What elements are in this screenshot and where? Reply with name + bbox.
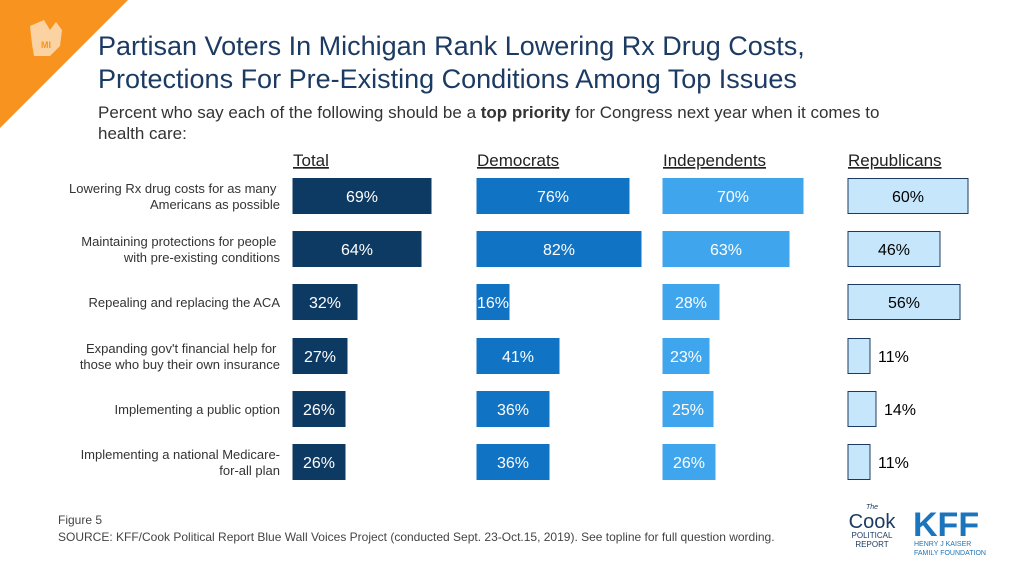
bar xyxy=(292,391,346,427)
bar xyxy=(847,444,871,480)
bar xyxy=(292,444,346,480)
bar xyxy=(292,231,422,267)
logo-text: POLITICAL xyxy=(852,531,893,540)
bar xyxy=(476,338,560,374)
bar xyxy=(476,444,550,480)
logo-text: HENRY J KAISER xyxy=(914,541,971,548)
bar xyxy=(662,231,790,267)
bar xyxy=(847,178,969,214)
category-label: Lowering Rx drug costs for as many Ameri… xyxy=(69,181,280,212)
bar xyxy=(847,231,941,267)
logo-text: The xyxy=(866,504,878,511)
bar xyxy=(292,178,432,214)
logo-text: FAMILY FOUNDATION xyxy=(914,550,986,557)
bar xyxy=(662,391,714,427)
bar xyxy=(662,178,804,214)
bar xyxy=(662,284,720,320)
category-label: Implementing a national Medicare-for-all… xyxy=(81,447,280,478)
data-label: 25% xyxy=(672,402,704,419)
bar xyxy=(662,338,710,374)
bar xyxy=(847,284,961,320)
state-shape xyxy=(30,20,62,56)
bar xyxy=(292,338,348,374)
subtitle: Percent who say each of the following sh… xyxy=(98,103,879,122)
data-label: 26% xyxy=(673,455,705,472)
data-label: 36% xyxy=(497,455,529,472)
category-label: Expanding gov't financial help for those… xyxy=(80,341,280,372)
data-label: 27% xyxy=(304,349,336,366)
data-label: 41% xyxy=(502,349,534,366)
logo-text: KFF xyxy=(913,506,979,544)
category-label: Repealing and replacing the ACA xyxy=(88,295,280,310)
bar xyxy=(476,391,550,427)
data-label: 82% xyxy=(543,242,575,259)
data-label: 14% xyxy=(884,402,916,419)
chart-title: Protections For Pre-Existing Conditions … xyxy=(98,64,797,94)
bar xyxy=(847,391,877,427)
badge-label: MI xyxy=(41,40,51,50)
data-label: 26% xyxy=(303,455,335,472)
data-label: 36% xyxy=(497,402,529,419)
bar xyxy=(476,178,630,214)
data-label: 69% xyxy=(346,189,378,206)
bar xyxy=(662,444,716,480)
data-label: 46% xyxy=(878,242,910,259)
legend-label: Republicans xyxy=(848,151,942,170)
bar xyxy=(847,338,871,374)
cook-logo: The Cook POLITICAL REPORT xyxy=(849,504,897,549)
source-note: SOURCE: KFF/Cook Political Report Blue W… xyxy=(58,530,775,544)
data-label: 63% xyxy=(710,242,742,259)
bar xyxy=(476,231,642,267)
data-label: 26% xyxy=(303,402,335,419)
data-label: 76% xyxy=(537,189,569,206)
category-label: Maintaining protections for people with … xyxy=(81,234,280,265)
legend-label: Democrats xyxy=(477,151,559,170)
data-label: 70% xyxy=(717,189,749,206)
bar xyxy=(476,284,510,320)
data-label: 32% xyxy=(309,295,341,312)
data-label: 23% xyxy=(670,349,702,366)
kff-logo: KFF HENRY J KAISER FAMILY FOUNDATION xyxy=(913,506,986,557)
logo-text: REPORT xyxy=(855,540,888,549)
data-label: 64% xyxy=(341,242,373,259)
legend-label: Independents xyxy=(663,151,766,170)
data-label: 11% xyxy=(878,349,909,366)
legend-label: Total xyxy=(293,151,329,170)
data-label: 60% xyxy=(892,189,924,206)
chart-title: Partisan Voters In Michigan Rank Lowerin… xyxy=(98,31,805,61)
subtitle: health care: xyxy=(98,124,187,143)
data-label: 11% xyxy=(878,455,909,472)
logo-text: Cook xyxy=(849,511,897,533)
figure-label: Figure 5 xyxy=(58,513,102,527)
category-label: Implementing a public option xyxy=(115,402,281,417)
data-label: 16% xyxy=(477,295,509,312)
data-label: 56% xyxy=(888,295,920,312)
data-label: 28% xyxy=(675,295,707,312)
bar xyxy=(292,284,358,320)
